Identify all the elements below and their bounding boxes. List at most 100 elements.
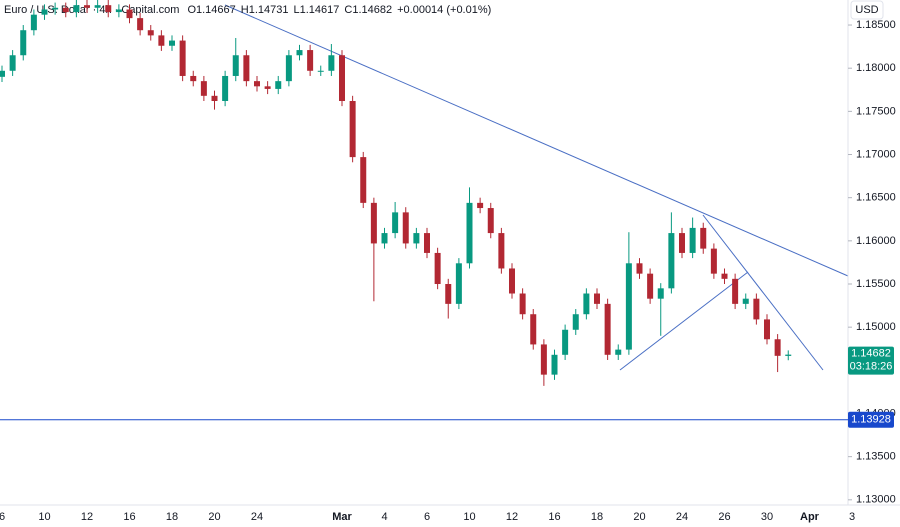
candle-body bbox=[285, 55, 292, 82]
x-tick-label: 20 bbox=[208, 511, 220, 523]
candle-body bbox=[466, 202, 473, 264]
candle-body bbox=[689, 227, 696, 253]
candle-body bbox=[179, 40, 186, 76]
candle-body bbox=[222, 75, 229, 101]
x-tick-label: 10 bbox=[38, 511, 50, 523]
candle-body bbox=[73, 5, 80, 13]
x-tick-label: 3 bbox=[849, 511, 855, 523]
candle-body bbox=[147, 30, 154, 36]
x-tick-label: 18 bbox=[166, 511, 178, 523]
candle-body bbox=[636, 263, 643, 274]
candle-body bbox=[62, 7, 69, 13]
candle-body bbox=[583, 293, 590, 315]
x-tick-label: 26 bbox=[718, 511, 730, 523]
candle-body bbox=[679, 233, 685, 253]
candle-body bbox=[84, 5, 90, 8]
candle-body bbox=[0, 70, 5, 77]
candle-body bbox=[774, 339, 781, 356]
candle-body bbox=[200, 81, 207, 96]
candle-body bbox=[424, 233, 430, 253]
x-tick-label: 12 bbox=[81, 511, 93, 523]
x-tick-label: 16 bbox=[123, 511, 135, 523]
x-tick-label: 10 bbox=[463, 511, 475, 523]
candle-body bbox=[275, 81, 282, 89]
ohlc-readout: C1.14682 bbox=[344, 4, 392, 16]
x-tick-label: 6 bbox=[424, 511, 430, 523]
y-tick-label: 1.18000 bbox=[856, 62, 896, 74]
candle-body bbox=[732, 278, 739, 304]
x-tick-label: 30 bbox=[761, 511, 773, 523]
candle-body bbox=[41, 9, 48, 15]
ohlc-readout: L1.14617 bbox=[294, 4, 340, 16]
candle-body bbox=[753, 298, 760, 320]
currency-button[interactable] bbox=[850, 0, 884, 20]
last-price-bg bbox=[848, 346, 894, 375]
candle-body bbox=[551, 354, 558, 375]
symbol: Euro / U.S. Dollar · 4h · Capital.com bbox=[4, 4, 179, 16]
x-tick-label: 4 bbox=[381, 511, 387, 523]
candle-body bbox=[9, 55, 16, 71]
candle-body bbox=[764, 319, 770, 340]
y-tick-label: 1.17500 bbox=[856, 105, 896, 117]
support-label-bg bbox=[848, 411, 894, 428]
candle-body bbox=[509, 268, 515, 294]
candle-body bbox=[381, 233, 388, 244]
candle-body bbox=[126, 9, 133, 19]
price-axis bbox=[848, 0, 900, 527]
candle-body bbox=[339, 55, 345, 101]
candle-body bbox=[519, 293, 526, 315]
x-tick-label: Apr bbox=[800, 511, 820, 523]
candle-body bbox=[477, 202, 484, 209]
x-tick-label: 12 bbox=[506, 511, 518, 523]
candle-body bbox=[700, 227, 707, 249]
candle-body bbox=[158, 35, 165, 46]
candle-body bbox=[445, 284, 452, 304]
candle-body bbox=[328, 55, 335, 71]
candle-body bbox=[190, 75, 197, 82]
trendline bbox=[619, 271, 749, 371]
currency[interactable]: USD bbox=[855, 4, 878, 16]
candle-body bbox=[105, 5, 112, 13]
y-tick-label: 1.15500 bbox=[856, 278, 896, 290]
candle-body bbox=[413, 233, 420, 244]
candle-body bbox=[721, 273, 728, 279]
ohlc-readout: +0.00014 (+0.01%) bbox=[397, 4, 491, 16]
candle-body bbox=[317, 70, 324, 72]
trendline bbox=[224, 4, 849, 277]
y-tick-label: 1.17000 bbox=[856, 148, 896, 160]
y-tick-label: 1.16500 bbox=[856, 192, 896, 204]
candle-body bbox=[455, 263, 462, 304]
candle-body bbox=[296, 50, 303, 56]
support-label: 1.13928 bbox=[851, 414, 891, 426]
candle-body bbox=[360, 157, 367, 203]
y-tick-label: 1.13500 bbox=[856, 451, 896, 463]
countdown: 03:18:26 bbox=[850, 361, 893, 373]
candle-body bbox=[254, 81, 260, 87]
candle-body bbox=[30, 14, 37, 31]
trendlines bbox=[224, 4, 849, 371]
candle-body bbox=[370, 202, 377, 244]
candle-body bbox=[785, 354, 792, 356]
candle-body bbox=[115, 9, 122, 13]
candle-body bbox=[94, 5, 101, 8]
trendline bbox=[702, 214, 824, 371]
ohlc-readout: O1.14667 bbox=[187, 4, 235, 16]
candle-body bbox=[487, 208, 494, 234]
header: Euro / U.S. Dollar · 4h · Capital.com O1.… bbox=[4, 4, 491, 16]
x-tick-label: 18 bbox=[591, 511, 603, 523]
candle-body bbox=[349, 101, 356, 158]
x-tick-label: 16 bbox=[548, 511, 560, 523]
candle-body bbox=[169, 40, 175, 46]
y-tick-label: 1.15000 bbox=[856, 321, 896, 333]
candle-body bbox=[243, 55, 250, 82]
candle-body bbox=[20, 30, 27, 56]
candle-body bbox=[232, 55, 239, 76]
candle-body bbox=[710, 248, 717, 274]
candle-body bbox=[211, 95, 218, 101]
candle-body bbox=[307, 50, 314, 71]
x-tick-label: 24 bbox=[676, 511, 688, 523]
candle-body bbox=[392, 212, 399, 234]
candle-body bbox=[657, 288, 664, 299]
y-tick-label: 1.18500 bbox=[856, 19, 896, 31]
candle-body bbox=[434, 252, 441, 285]
